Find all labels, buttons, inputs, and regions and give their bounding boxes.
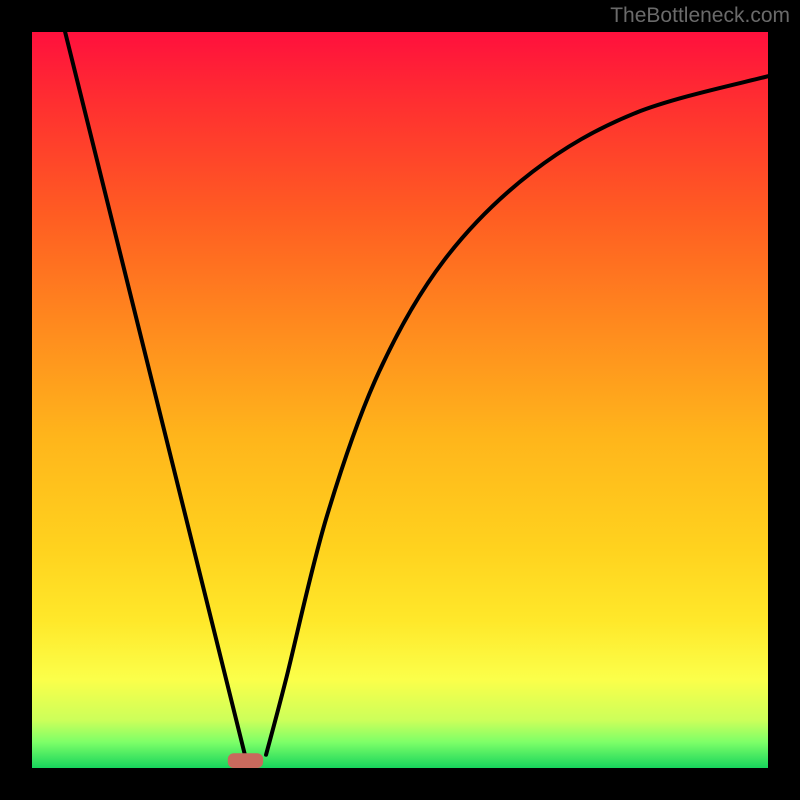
bottleneck-chart	[0, 0, 800, 800]
minimum-marker	[228, 753, 263, 768]
watermark-text: TheBottleneck.com	[610, 4, 790, 28]
chart-container: TheBottleneck.com	[0, 0, 800, 800]
gradient-background	[32, 32, 768, 768]
